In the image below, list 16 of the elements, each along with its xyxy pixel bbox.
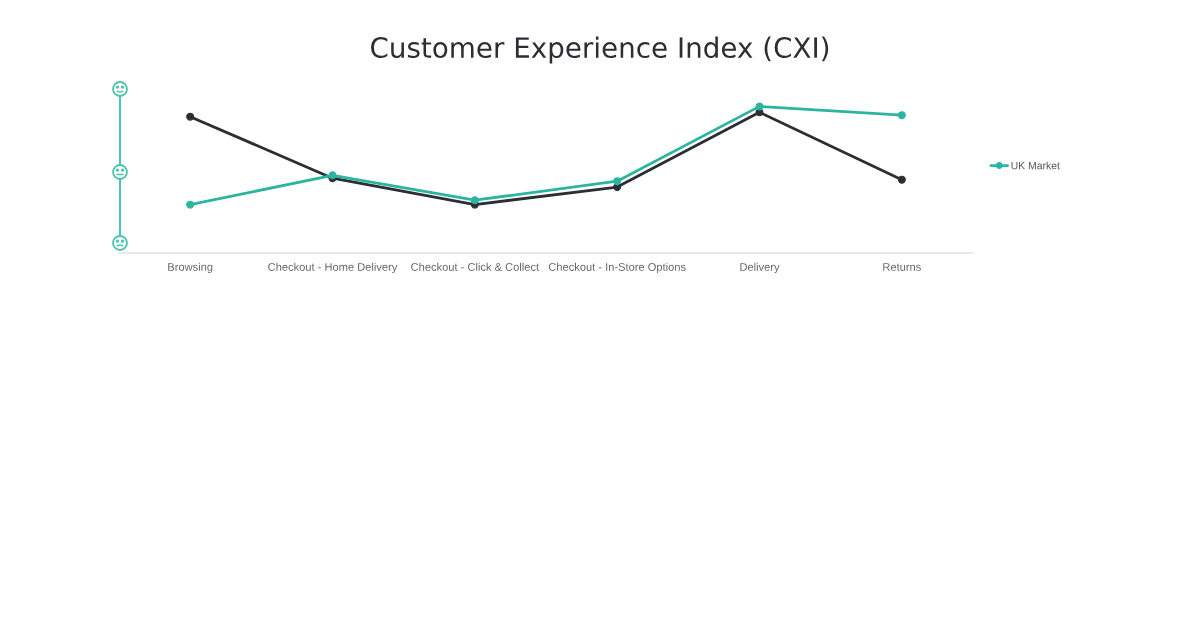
point: [186, 200, 195, 209]
point: [186, 112, 195, 121]
x-tick-label: Checkout - In-Store Options: [548, 262, 686, 274]
point: [897, 111, 906, 120]
chart-title: Customer Experience Index (CXI): [371, 36, 829, 64]
point: [613, 183, 622, 192]
x-tick-label: Returns: [883, 263, 921, 271]
point: [755, 102, 764, 111]
x-tick-label: Checkout - Home Delivery: [268, 262, 398, 274]
x-tick-label: Browsing: [168, 262, 213, 274]
point: [613, 177, 622, 186]
point: [897, 175, 906, 184]
point: [470, 196, 479, 205]
x-tick-label: Checkout - Click & Collect: [411, 262, 539, 271]
x-tick-label: Delivery: [740, 262, 780, 274]
legend-label: UK Market: [1011, 161, 1060, 170]
